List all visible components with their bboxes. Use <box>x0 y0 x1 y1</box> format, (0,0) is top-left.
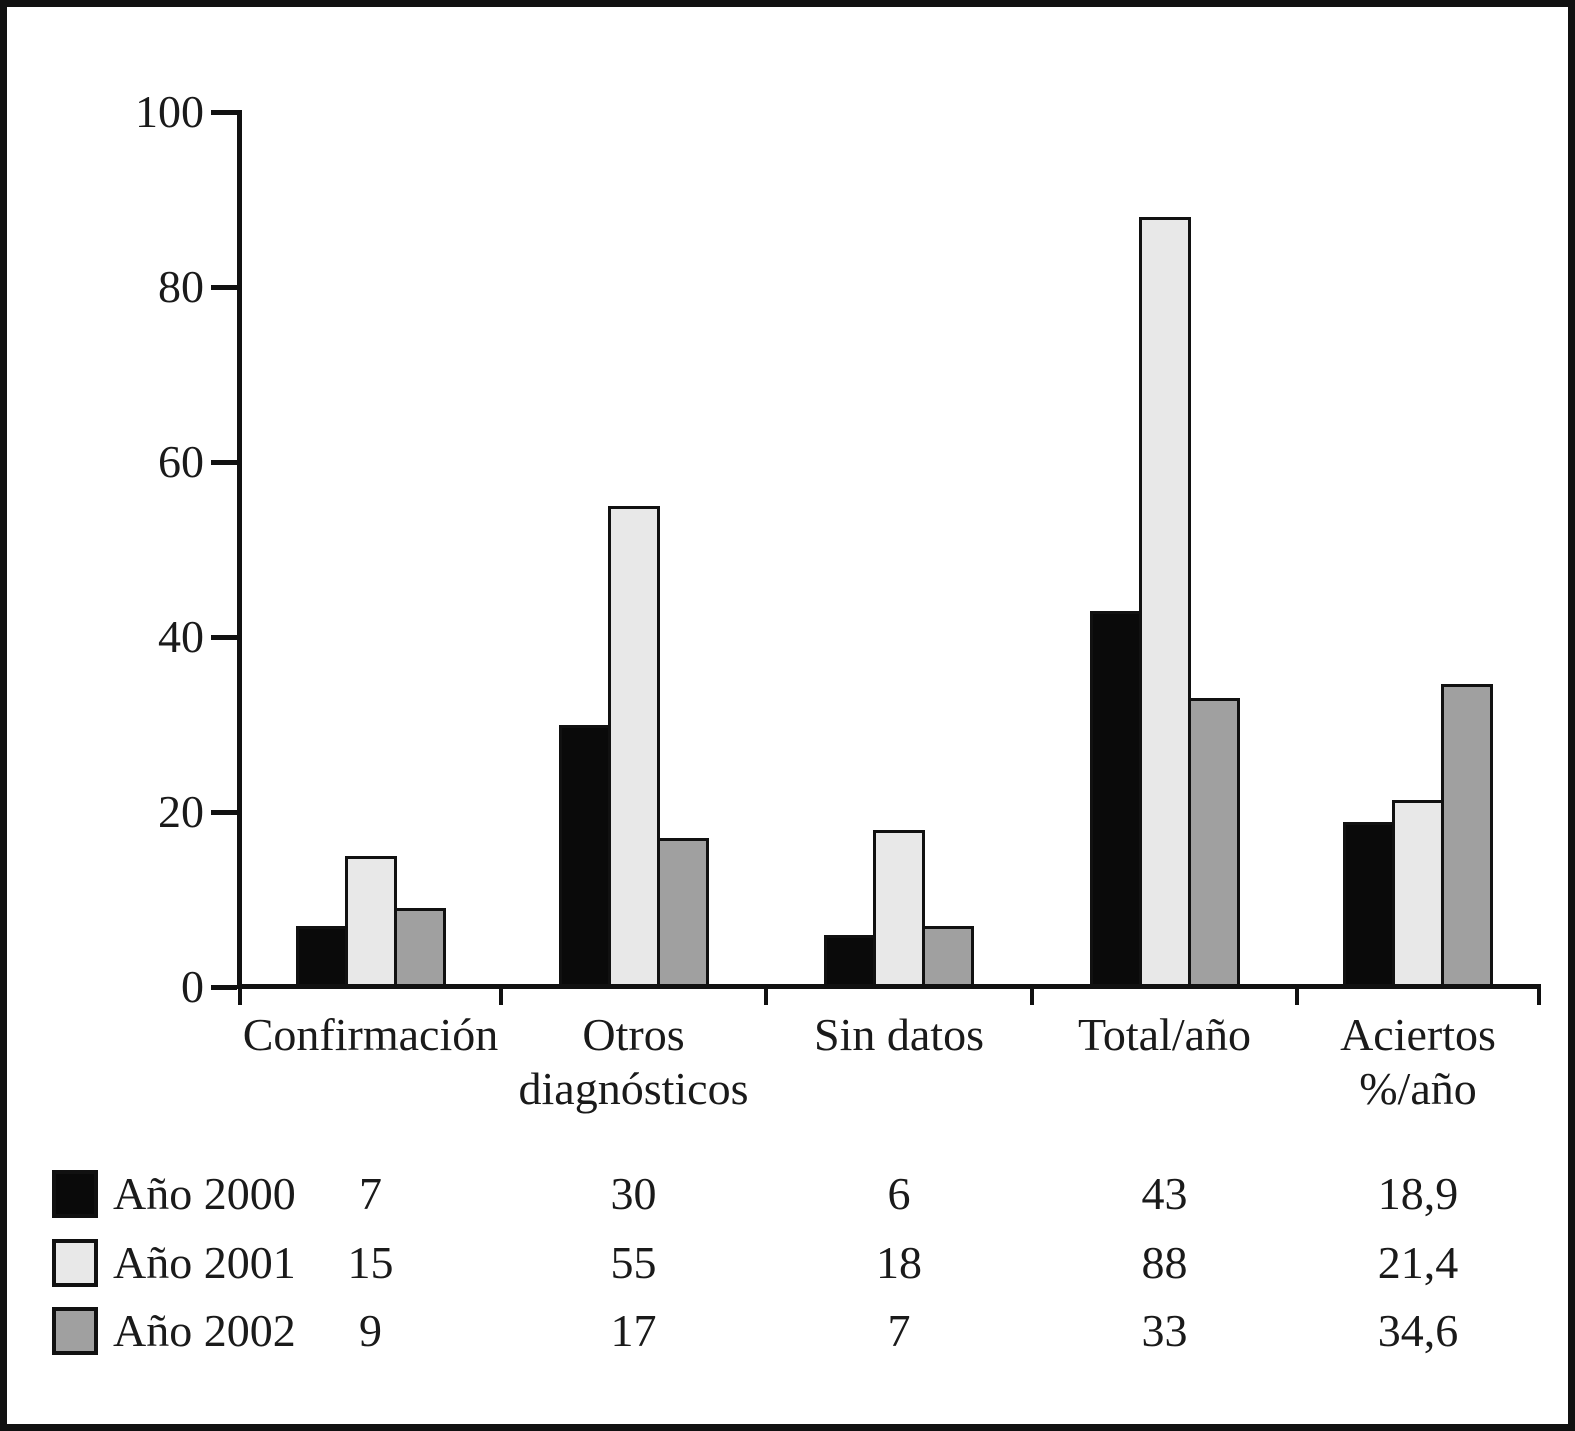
x-category-label-line: Otros <box>582 1009 685 1060</box>
table-value: 43 <box>1141 1168 1188 1219</box>
x-category-label-line: Confirmación <box>242 1009 499 1060</box>
x-category-label: Sin datos <box>679 1008 1119 1062</box>
y-axis-tick <box>211 985 237 990</box>
legend-series-label: Año 2001 <box>113 1237 296 1288</box>
bar-año-2002-cat4 <box>1441 684 1493 987</box>
y-tick-label: 20 <box>158 786 204 837</box>
x-axis-tick <box>238 987 242 1005</box>
x-category-label: Confirmación <box>151 1008 591 1062</box>
y-axis-tick <box>211 810 237 815</box>
bar-año-2002-cat1 <box>656 838 709 987</box>
y-tick-label: 40 <box>158 611 204 662</box>
table-value: 7 <box>359 1168 382 1219</box>
table-value: 9 <box>359 1305 382 1356</box>
table-value: 17 <box>610 1305 657 1356</box>
y-tick-label: 100 <box>135 86 204 137</box>
bar-año-2000-cat3 <box>1089 610 1142 987</box>
x-category-label-line: Aciertos <box>1340 1009 1496 1060</box>
bar-año-2001-cat3 <box>1138 217 1191 987</box>
legend-row: Año 2001 <box>52 1235 296 1291</box>
x-axis-tick <box>499 987 503 1005</box>
y-tick-label: 80 <box>158 261 204 312</box>
bar-año-2001-cat1 <box>607 505 660 987</box>
table-value: 7 <box>887 1305 911 1356</box>
x-axis-tick <box>1030 987 1034 1005</box>
x-category-label: Aciertos %/año <box>1198 1008 1575 1116</box>
legend-swatch <box>52 1170 98 1218</box>
y-axis-tick <box>211 460 237 465</box>
x-category-label-line: %/año <box>1359 1063 1477 1114</box>
table-value: 6 <box>887 1168 911 1219</box>
x-axis-tick <box>764 987 768 1005</box>
table-value: 34,6 <box>1377 1305 1459 1356</box>
bar-año-2000-cat1 <box>558 724 611 987</box>
x-category-label-line: Sin datos <box>814 1009 984 1060</box>
y-axis-tick <box>211 285 237 290</box>
table-value: 30 <box>610 1168 657 1219</box>
bar-año-2000-cat4 <box>1343 821 1395 987</box>
table-value: 88 <box>1141 1237 1188 1288</box>
bar-año-2000-cat2 <box>824 934 876 987</box>
legend-swatch <box>52 1239 98 1287</box>
legend-series-label: Año 2000 <box>113 1168 296 1219</box>
table-value: 33 <box>1141 1305 1188 1356</box>
bar-año-2001-cat0 <box>344 855 397 987</box>
legend-swatch <box>52 1307 98 1355</box>
y-axis-tick <box>211 635 237 640</box>
legend-row: Año 2002 <box>52 1303 296 1359</box>
bar-año-2001-cat4 <box>1392 799 1444 987</box>
bar-año-2001-cat2 <box>873 829 925 987</box>
bar-año-2002-cat0 <box>393 908 446 987</box>
x-category-label: Otros diagnósticos <box>414 1008 854 1116</box>
y-tick-label: 0 <box>181 961 204 1012</box>
table-value: 18 <box>876 1237 922 1288</box>
bar-año-2002-cat3 <box>1187 698 1240 987</box>
table-value: 15 <box>347 1237 394 1288</box>
y-axis-line <box>237 110 242 989</box>
bar-año-2000-cat0 <box>295 925 348 987</box>
x-axis-tick <box>1295 987 1299 1005</box>
y-tick-label: 60 <box>158 436 204 487</box>
legend-row: Año 2000 <box>52 1166 296 1222</box>
legend-series-label: Año 2002 <box>113 1305 296 1356</box>
x-category-label-line: Total/año <box>1077 1009 1252 1060</box>
table-value: 18,9 <box>1377 1168 1459 1219</box>
y-axis-tick <box>211 110 237 115</box>
table-value: 21,4 <box>1377 1237 1459 1288</box>
table-value: 55 <box>610 1237 657 1288</box>
x-axis-tick <box>1537 987 1541 1005</box>
x-category-label: Total/año <box>945 1008 1385 1062</box>
bar-año-2002-cat2 <box>922 925 974 987</box>
x-category-label-line: diagnósticos <box>518 1063 749 1114</box>
